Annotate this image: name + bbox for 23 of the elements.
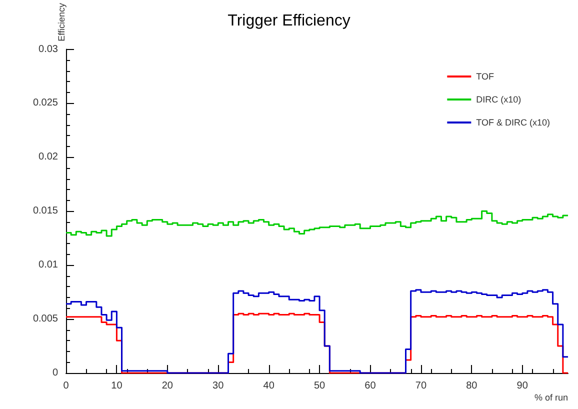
x-tick-label: 50 bbox=[314, 380, 326, 392]
x-tick-label: 90 bbox=[516, 380, 528, 392]
x-tick-label: 0 bbox=[63, 380, 70, 392]
y-axis-title: Efficiency bbox=[56, 2, 66, 42]
x-tick-label: 10 bbox=[111, 380, 123, 392]
y-tick-label: 0.025 bbox=[32, 98, 58, 109]
y-tick-label: 0.02 bbox=[38, 152, 58, 163]
legend-label: TOF & DIRC (x10) bbox=[476, 118, 550, 128]
y-tick-label: 0.015 bbox=[32, 206, 58, 217]
x-tick-label: 60 bbox=[364, 380, 376, 392]
y-tick-label: 0 bbox=[52, 368, 58, 378]
x-axis-title: % of run bbox=[534, 392, 568, 402]
x-tick-label: 40 bbox=[263, 380, 275, 392]
legend-label: TOF bbox=[476, 72, 494, 82]
x-tick-label: 30 bbox=[212, 380, 224, 392]
y-tick-label: 0.03 bbox=[38, 44, 58, 55]
chart-title: Trigger Efficiency bbox=[228, 12, 350, 30]
x-tick-label: 80 bbox=[466, 380, 478, 392]
y-tick-label: 0.01 bbox=[38, 260, 58, 271]
y-tick-label: 0.005 bbox=[32, 314, 58, 325]
x-tick-label: 20 bbox=[162, 380, 174, 392]
x-tick-label: 70 bbox=[415, 380, 427, 392]
legend-label: DIRC (x10) bbox=[476, 94, 522, 104]
